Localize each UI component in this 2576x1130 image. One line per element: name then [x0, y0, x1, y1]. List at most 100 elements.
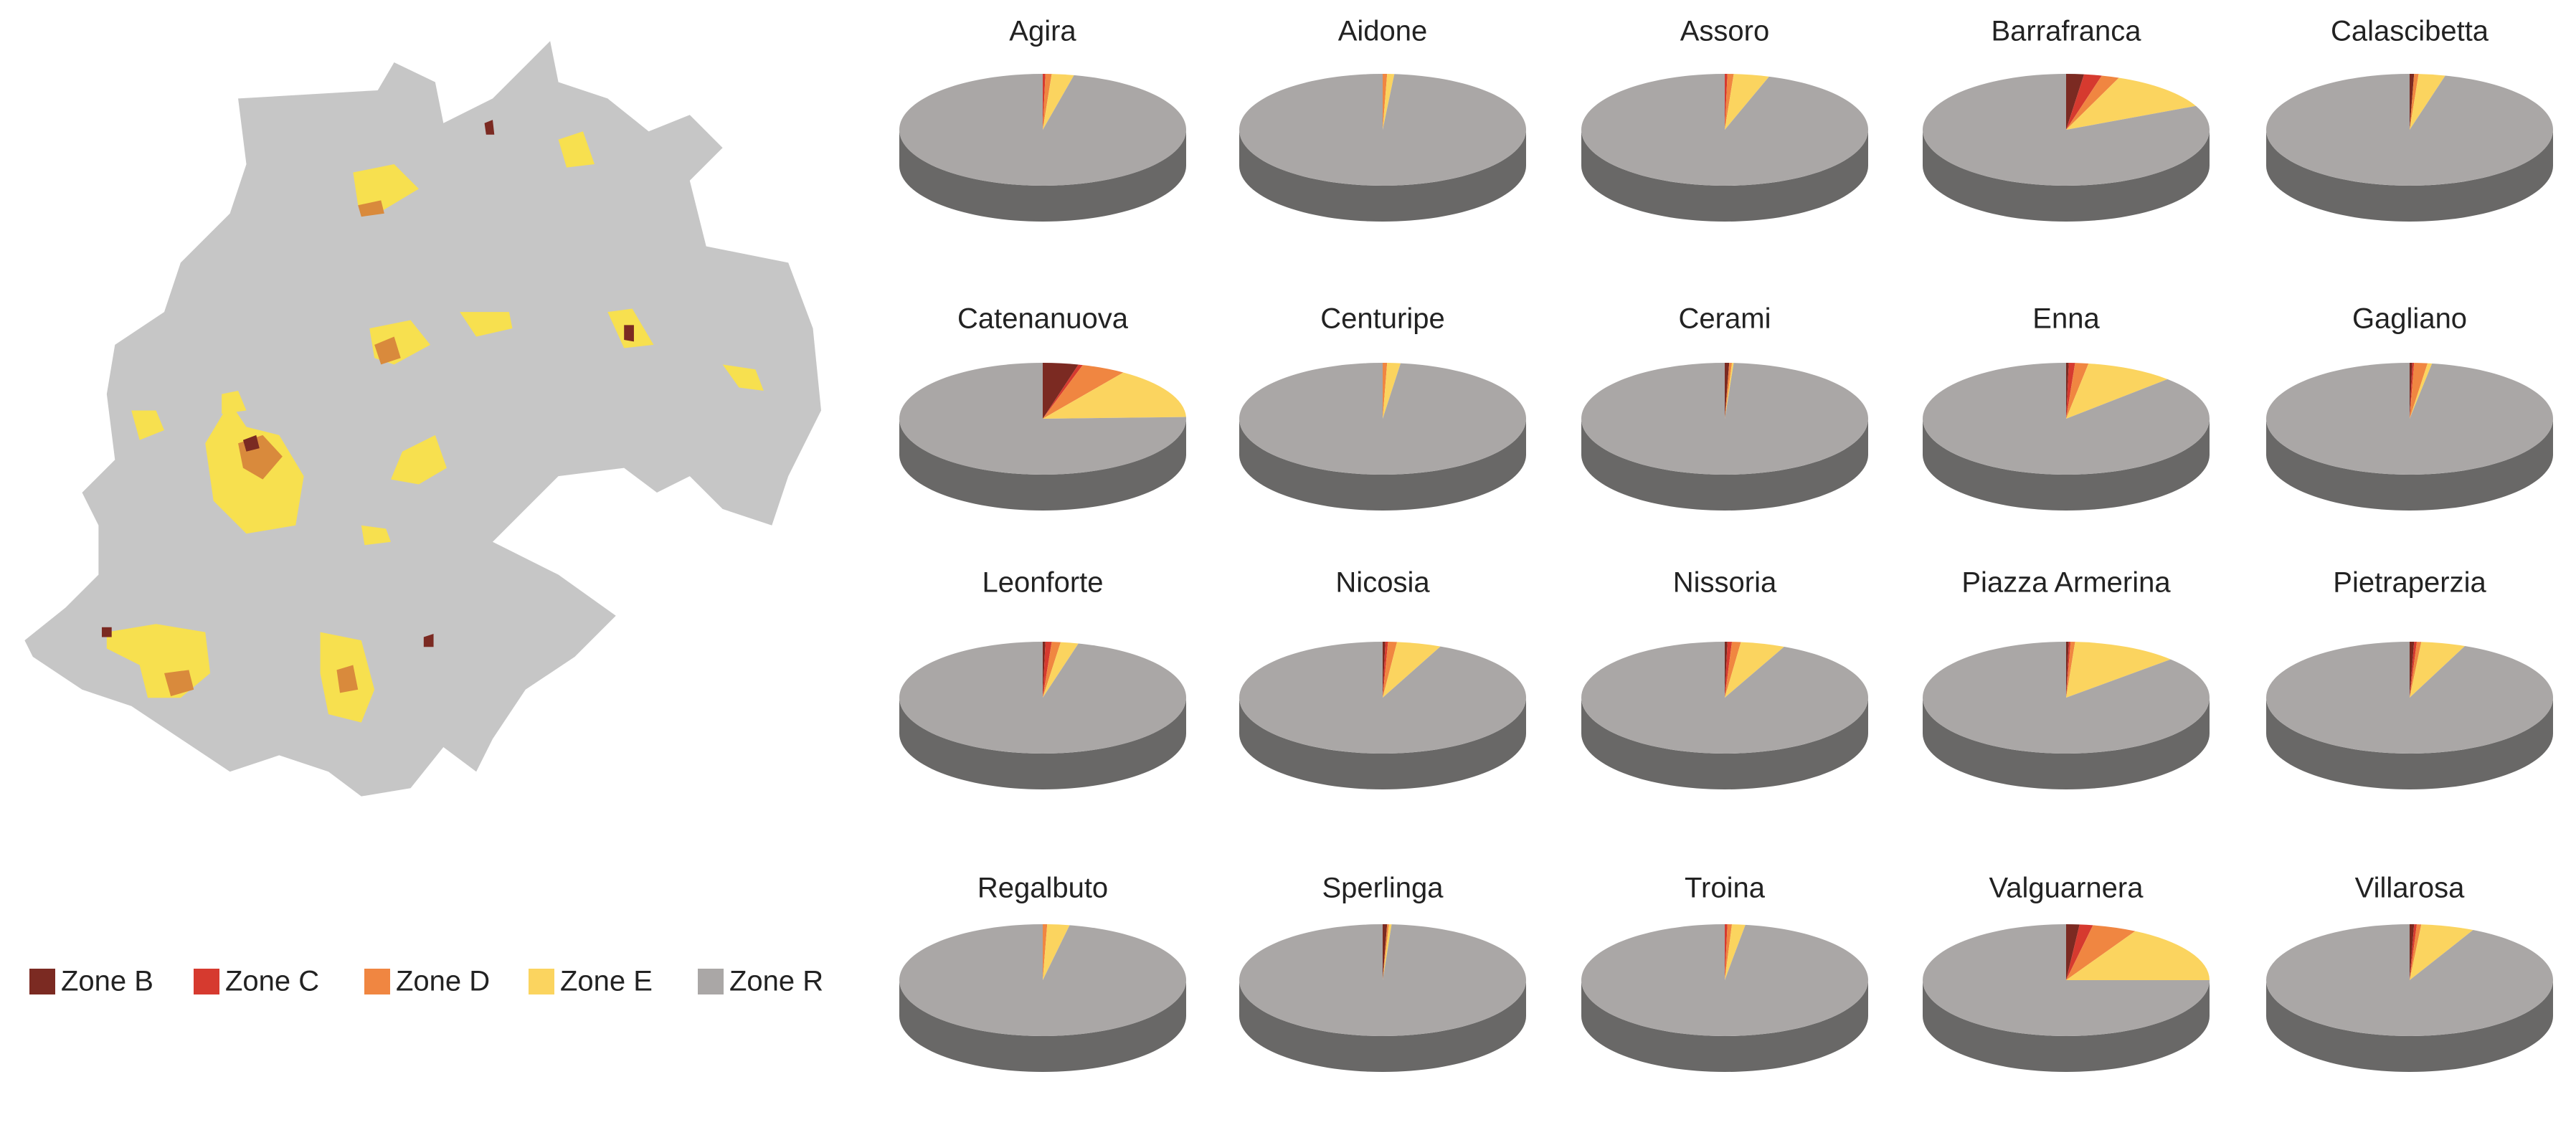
pie-side	[1239, 698, 1526, 789]
pie-slice	[1725, 74, 1728, 130]
pie-slice	[1923, 642, 2210, 754]
pie-sides	[2266, 130, 2553, 222]
pie-sides	[1239, 130, 1526, 222]
pie-slice	[2265, 924, 2553, 1036]
pie-slice	[1383, 642, 1388, 698]
pie-title: Aidone	[1338, 16, 1428, 47]
legend-label: Zone D	[396, 966, 490, 997]
pie-tops	[2265, 74, 2553, 186]
pie-slice	[1043, 372, 1186, 419]
pie-slice	[1043, 642, 1061, 698]
pie-side	[899, 419, 1186, 511]
pie-slice	[1581, 363, 1869, 475]
pie-slice	[2410, 924, 2415, 980]
pie-title: Assoro	[1680, 16, 1770, 47]
pie-slice	[1725, 363, 1730, 419]
pie-slice	[1043, 364, 1083, 419]
pie-slice	[1239, 924, 1526, 1036]
pie-tops	[1581, 924, 1868, 1036]
pie-slice	[2066, 363, 2089, 419]
pie-sides	[1239, 419, 1526, 511]
pie-slice	[2066, 363, 2069, 419]
pie-tops	[1581, 363, 1869, 475]
legend-swatch	[194, 969, 219, 994]
pie-slice	[1383, 642, 1386, 698]
pie-side	[1581, 419, 1868, 511]
pie-slice	[1043, 74, 1074, 130]
pie-slice	[2410, 642, 2418, 698]
pie-slice	[2066, 642, 2069, 698]
pie-slice	[2265, 74, 2553, 186]
pie-slice	[1043, 365, 1124, 419]
pie-title: Centuripe	[1320, 303, 1444, 335]
pie-slice	[2265, 363, 2553, 475]
pie-sides	[1239, 698, 1526, 789]
pie-side	[1581, 980, 1868, 1072]
pie-side	[1581, 130, 1868, 222]
pie-slice	[2066, 642, 2171, 698]
pie-slice	[1725, 924, 1733, 980]
pie-slice	[1725, 642, 1784, 698]
pie-slice	[2265, 642, 2553, 754]
pie-slice	[2410, 363, 2428, 419]
pie-slice	[1383, 74, 1395, 130]
legend-label: Zone R	[729, 966, 823, 997]
pie-tops	[1923, 363, 2210, 475]
pie-slice	[1383, 363, 1401, 419]
pie-slice	[899, 74, 1186, 186]
pie-title: Barrafranca	[1992, 16, 2142, 47]
map-zones-core	[101, 120, 634, 647]
pie-slice	[1383, 924, 1389, 980]
pie-slice	[899, 924, 1186, 1036]
pie-title: Gagliano	[2352, 303, 2467, 335]
pie-slice	[1239, 363, 1527, 475]
pie-slice	[2410, 363, 2412, 419]
pie-side	[2266, 419, 2553, 511]
legend-label: Zone E	[560, 966, 653, 997]
pie-slice	[1383, 363, 1388, 419]
pie-title: Cerami	[1679, 303, 1771, 335]
pie-tops	[1923, 642, 2210, 754]
pie-tops	[2265, 642, 2553, 754]
map	[24, 41, 822, 797]
legend-label: Zone B	[61, 966, 153, 997]
pie-slice	[1581, 642, 1869, 754]
pie-title: Piazza Armerina	[1961, 567, 2171, 599]
pie-slice	[1922, 74, 2210, 186]
pie-title: Sperlinga	[1322, 873, 1444, 904]
pie-sides	[1581, 980, 1868, 1072]
pie-sides	[1239, 980, 1526, 1072]
pie-slice	[1725, 74, 1769, 130]
pie-sides	[1923, 419, 2210, 511]
legend-swatch	[29, 969, 55, 994]
pie-slice	[899, 642, 1187, 754]
pie-slice	[1383, 642, 1441, 698]
pie-slice	[1725, 924, 1746, 980]
pie-slice	[1725, 642, 1733, 698]
pie-slice	[2066, 924, 2093, 980]
pie-slice	[1923, 924, 2210, 1036]
pie-sides	[899, 419, 1186, 511]
pie-slice	[2066, 363, 2168, 419]
pie-sides	[1923, 698, 2210, 789]
pie-slice	[2410, 924, 2418, 980]
map-region	[24, 41, 822, 797]
pie-slice	[2066, 74, 2102, 130]
pie-slice	[2410, 363, 2415, 419]
pie-side	[1581, 698, 1868, 789]
pie-title: Villarosa	[2355, 873, 2465, 904]
pie-slice	[2066, 77, 2196, 130]
legend-swatch	[364, 969, 390, 994]
pie-sides	[1581, 419, 1868, 511]
pie-tops	[2265, 363, 2553, 475]
pie-side	[899, 130, 1186, 222]
pie-slice	[1383, 924, 1388, 980]
pie-title: Enna	[2032, 303, 2100, 335]
pie-slice	[2410, 642, 2466, 698]
pie-side	[2266, 980, 2553, 1072]
pie-title: Pietraperzia	[2333, 567, 2486, 599]
pie-tops	[1581, 74, 1868, 186]
pie-title: Agira	[1009, 16, 1076, 47]
pie-slice	[2066, 924, 2080, 980]
